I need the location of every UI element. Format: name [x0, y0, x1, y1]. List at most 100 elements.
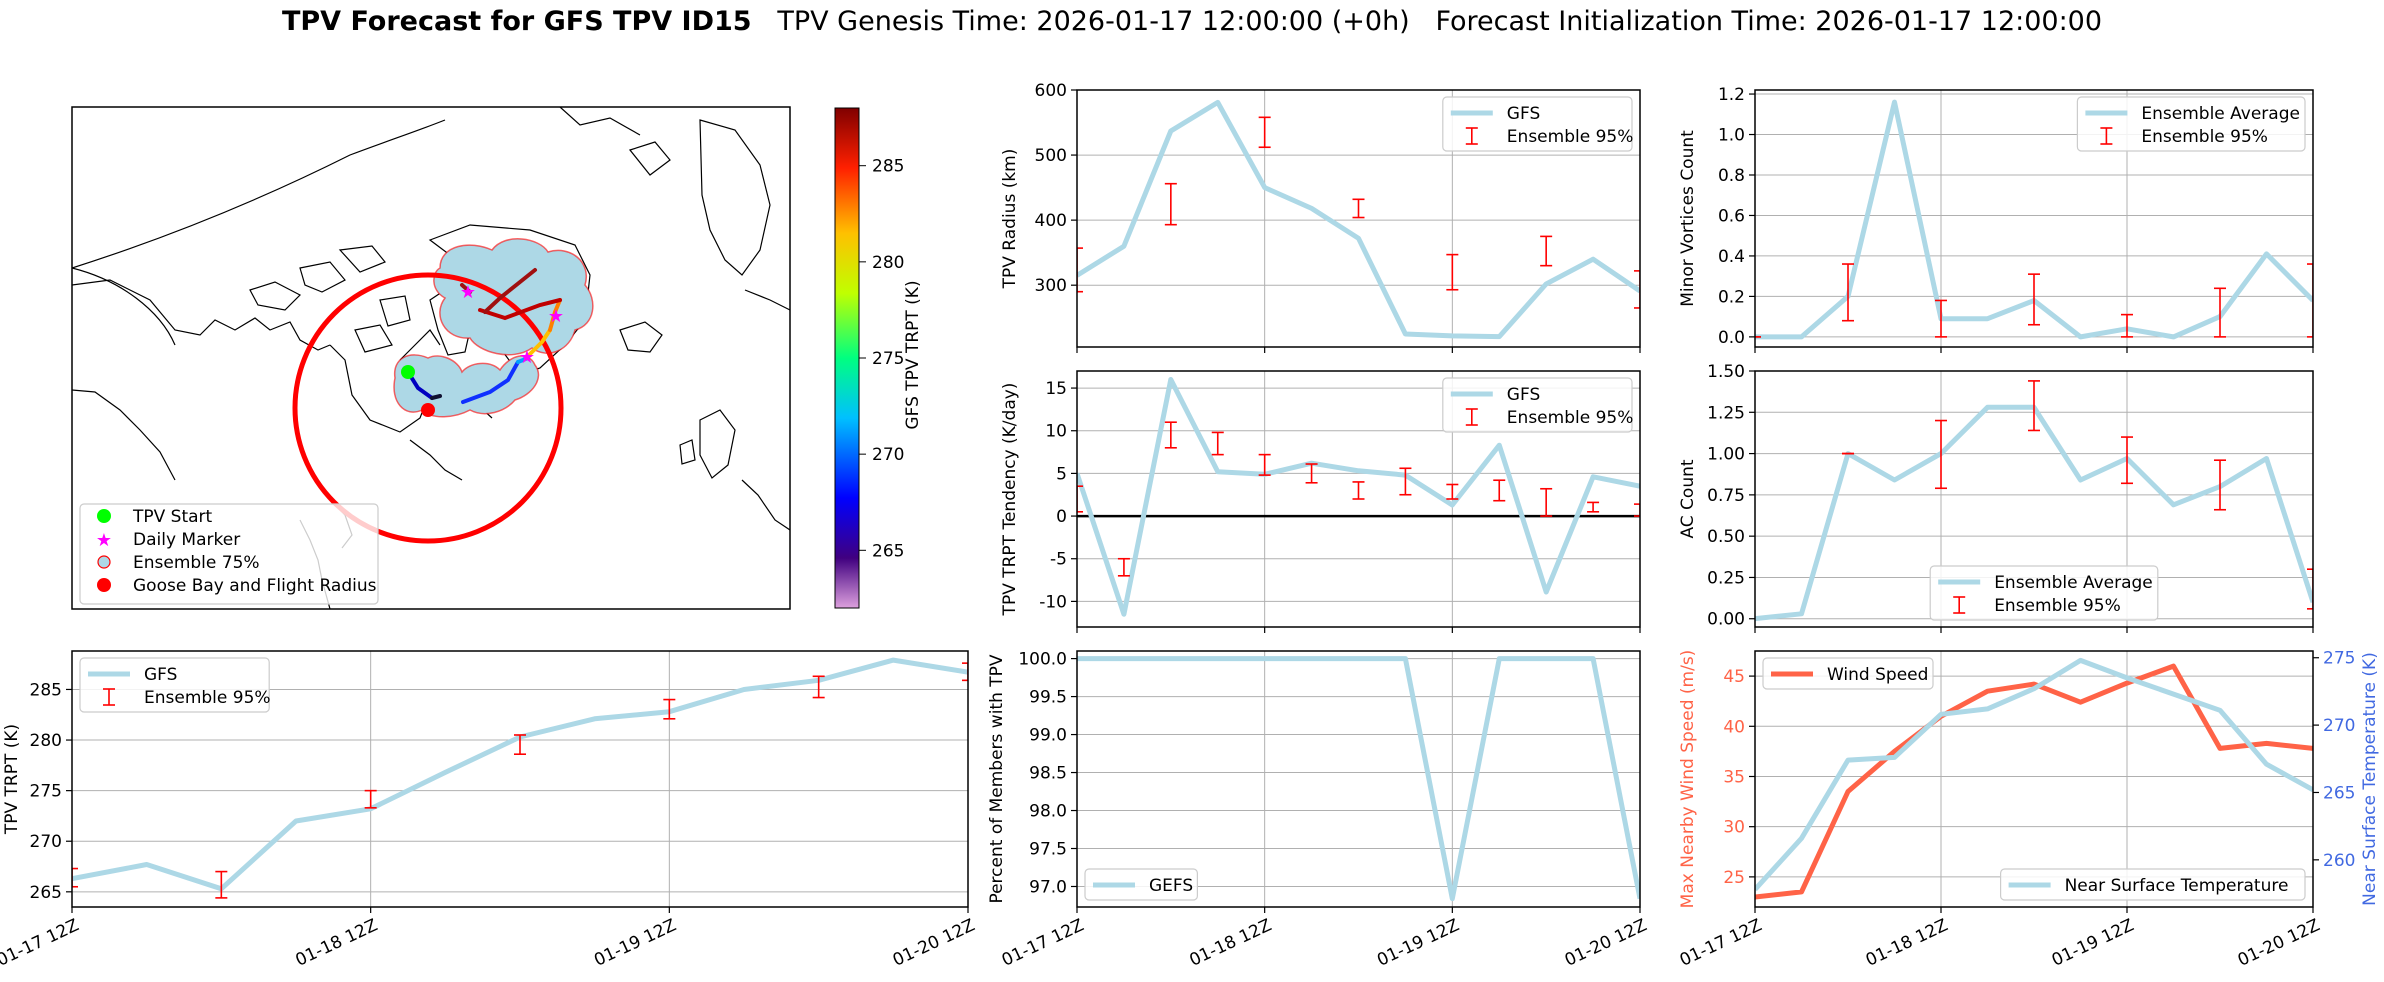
- errorbar: [1446, 253, 1459, 291]
- legend: GEFS: [1084, 868, 1199, 901]
- errorbar: [1634, 270, 1640, 309]
- x-tick-label: 01-19 12Z: [591, 915, 679, 970]
- legend-label-start: TPV Start: [132, 507, 213, 527]
- x-tick-label: 01-20 12Z: [890, 915, 978, 970]
- y-tick-label: 99.5: [1029, 688, 1067, 708]
- y-tick-label: 0.8: [1718, 166, 1745, 186]
- y-tick-label: 275: [30, 782, 62, 802]
- errorbar: [1164, 182, 1177, 226]
- legend-box: [2076, 96, 2306, 152]
- errorbar: [72, 867, 78, 888]
- colorbar-ticks: 265 270 275 280 285: [859, 157, 904, 561]
- errorbar: [1352, 198, 1365, 219]
- y-tick-label: 600: [1035, 81, 1067, 101]
- plot-content: [1755, 380, 2313, 622]
- legend-label: Ensemble 95%: [2141, 127, 2268, 147]
- island-svalbard: [628, 141, 671, 176]
- colorbar-tick-label: 285: [872, 157, 904, 177]
- y-tick-label: 10: [1045, 422, 1067, 442]
- y-tick-label: -5: [1050, 550, 1067, 570]
- latitude-boundary-lower: [72, 267, 176, 346]
- map-frame: [71, 106, 791, 610]
- legend-label: Ensemble 95%: [1507, 408, 1634, 428]
- plot-frame: [1754, 370, 2314, 628]
- legend-box: [1084, 868, 1199, 901]
- plot-frame: [1076, 650, 1641, 908]
- track-seg-5: [526, 328, 552, 358]
- errorbar: [1258, 116, 1271, 149]
- island-3: [338, 245, 386, 273]
- y-axis-label: Percent of Members with TPV: [987, 654, 1007, 903]
- x-tick-label: 01-17 12Z: [0, 915, 82, 970]
- plot-frame: [1076, 89, 1641, 348]
- y-tick-label: 270: [30, 832, 62, 852]
- y-tick-label: 0.25: [1707, 568, 1745, 588]
- errorbar: [1077, 485, 1083, 513]
- errorbar: [1540, 235, 1553, 267]
- x-tick-label: 01-17 12Z: [999, 915, 1087, 970]
- legend-label: Ensemble 95%: [1994, 596, 2121, 616]
- colorbar-tick-label: 265: [872, 541, 904, 561]
- map-legend: TPV Start ★ Daily Marker Ensemble 75% Go…: [79, 503, 379, 605]
- errorbar: [1587, 501, 1600, 513]
- legend-label-daily: Daily Marker: [133, 530, 240, 550]
- colorbar-tick-label: 270: [872, 445, 904, 465]
- y-tick-label: 15: [1045, 379, 1067, 399]
- daily-marker-2: ★: [548, 306, 564, 327]
- legend-label: Wind Speed: [1827, 665, 1928, 685]
- legend: Near Surface Temperature: [1999, 868, 2306, 901]
- y-tick-label: 1.2: [1718, 85, 1745, 105]
- errorbar: [2121, 436, 2133, 485]
- y-tick-label: 1.25: [1707, 403, 1745, 423]
- plot-content: [1755, 657, 2313, 900]
- legend-label-goosebay: Goose Bay and Flight Radius: [133, 576, 377, 596]
- figure-title-rest: TPV Genesis Time: 2026-01-17 12:00:00 (+…: [751, 6, 2103, 37]
- errorbar: [514, 734, 526, 756]
- y-right-tick-label: 265: [2323, 783, 2355, 803]
- x-tick-label: 01-19 12Z: [1374, 915, 1462, 970]
- legend: GFS Ensemble 95%: [79, 657, 271, 713]
- island-2: [299, 261, 346, 293]
- errorbar: [2307, 263, 2313, 338]
- errorbar: [1211, 431, 1224, 456]
- y-axis-label: TPV TRPT Tendency (K/day): [1000, 383, 1020, 617]
- y-tick-label: 1.00: [1707, 445, 1745, 465]
- legend: Ensemble Average Ensemble 95%: [2076, 96, 2306, 152]
- errorbar: [2214, 287, 2226, 338]
- figure-title: TPV Forecast for GFS TPV ID15 TPV Genesi…: [0, 6, 2384, 37]
- y-tick-label: 0.4: [1718, 247, 1745, 267]
- coast-foxe: [399, 329, 441, 361]
- legend-label: GFS: [1507, 104, 1540, 124]
- y-tick-label: 280: [30, 731, 62, 751]
- errorbar: [215, 870, 228, 899]
- errorbar: [1352, 481, 1365, 500]
- errorbar: [364, 789, 377, 809]
- colorbar-gradient: [834, 107, 860, 609]
- legend-marker-goosebay: [97, 578, 111, 592]
- y-tick-label: 97.0: [1029, 877, 1067, 897]
- y-tick-label: 98.5: [1029, 764, 1067, 784]
- x-tick-label: 01-20 12Z: [2235, 915, 2323, 970]
- track-seg-2: [430, 394, 442, 400]
- legend-label-ensemble: Ensemble 75%: [133, 553, 260, 573]
- daily-marker-1: ★: [519, 347, 535, 368]
- map-panel: ★ ★ ★ TPV Start ★ Daily Marker Ensemble …: [71, 106, 923, 610]
- y-tick-label: 0.6: [1718, 206, 1745, 226]
- errorbar: [2214, 459, 2226, 511]
- errorbar: [2307, 568, 2313, 610]
- errorbar: [1258, 453, 1271, 476]
- x-tick-label: 01-18 12Z: [1186, 915, 1274, 970]
- y-tick-label: 0.50: [1707, 527, 1745, 547]
- legend: GFS Ensemble 95%: [1442, 96, 1633, 152]
- island-ireland: [679, 439, 696, 465]
- legend-marker-start: [97, 509, 111, 523]
- flight-radius-circle: [292, 272, 564, 544]
- legend-label: Ensemble 95%: [144, 688, 271, 708]
- y-tick-label: 45: [1723, 667, 1745, 687]
- legend: Ensemble Average Ensemble 95%: [1929, 565, 2159, 621]
- errorbar: [2028, 273, 2040, 326]
- errorbar: [1842, 263, 1854, 322]
- coast-europe: [741, 479, 790, 531]
- errorbar: [2028, 380, 2040, 432]
- errorbar: [1935, 419, 1947, 490]
